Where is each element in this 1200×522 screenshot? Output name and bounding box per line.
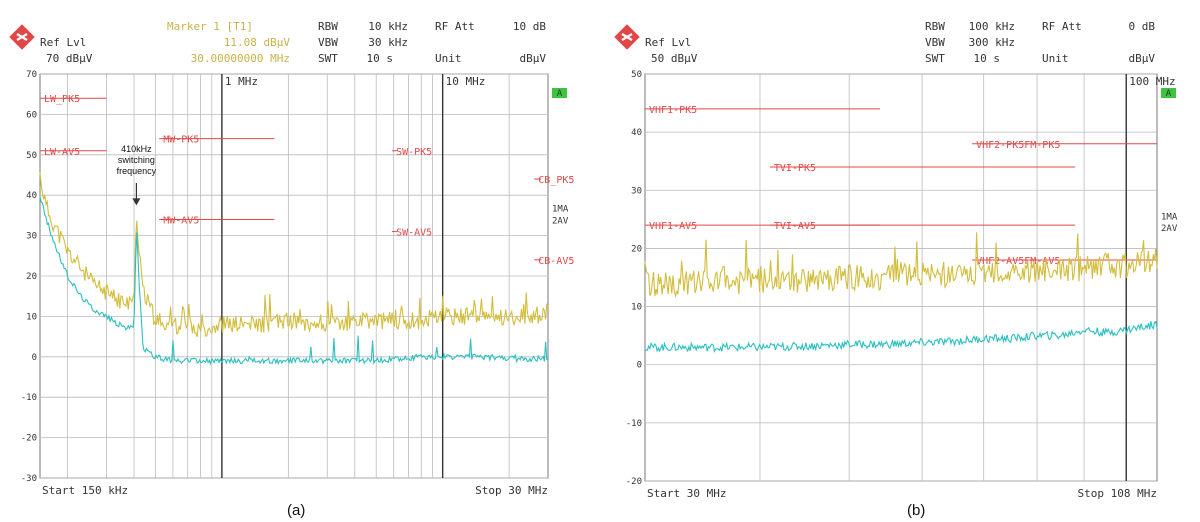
rbw-label: RBW xyxy=(318,20,338,33)
stop-frequency-label: Stop 30 MHz xyxy=(475,484,548,497)
y-tick-label: -20 xyxy=(626,477,642,487)
rohde-schwarz-logo-icon xyxy=(9,24,35,50)
y-tick-label: 50 xyxy=(631,70,642,80)
y-tick-label: 60 xyxy=(26,110,37,120)
rf-att-value: 0 dB xyxy=(1129,20,1156,33)
unit-label: Unit xyxy=(1042,52,1069,65)
logo-mark xyxy=(621,33,633,41)
limit-line-label: MW-PK5 xyxy=(163,135,199,146)
swt-label: SWT xyxy=(318,52,338,65)
rbw-value: 10 kHz xyxy=(368,20,408,33)
y-tick-label: 40 xyxy=(631,128,642,138)
trace-label-2av: 2AV xyxy=(552,216,569,226)
rbw-value: 100 kHz xyxy=(969,20,1015,33)
trace-1ma xyxy=(39,172,549,337)
grid xyxy=(644,73,1158,482)
y-tick-label: 30 xyxy=(631,186,642,196)
y-tick-label: -10 xyxy=(21,393,37,403)
y-tick-label: 0 xyxy=(637,361,642,371)
spectrum-chart-a: Ref Lvl 70 dBµV Marker 1 [T1] 11.08 dBµV 30.… xyxy=(9,20,574,497)
trace-label-1ma: 1MA xyxy=(1161,212,1178,222)
ref-level-value: 70 dBµV xyxy=(46,52,93,65)
y-tick-label: 20 xyxy=(631,244,642,254)
rbw-label: RBW xyxy=(925,20,945,33)
limit-line-label: MW-AV5 xyxy=(163,215,199,226)
start-frequency-label: Start 150 kHz xyxy=(42,484,128,497)
rohde-schwarz-logo-icon xyxy=(614,24,640,50)
caption-b: (b) xyxy=(907,502,926,519)
limit-line-label: VHF2-AV5FM-AV5 xyxy=(976,256,1060,267)
marker-level: 11.08 dBµV xyxy=(224,36,291,49)
spectrum-chart-b: Ref Lvl 50 dBµV RBW VBW SWT 100 kHz 300 kHz 10 … xyxy=(614,20,1178,500)
y-tick-label: -10 xyxy=(626,419,642,429)
caption-a: (a) xyxy=(287,502,306,519)
vbw-value: 30 kHz xyxy=(368,36,408,49)
y-tick-label: -20 xyxy=(21,434,37,444)
ref-level-label: Ref Lvl xyxy=(645,36,691,49)
limit-line-label: LW-AV5 xyxy=(44,147,80,158)
limit-line-label: CB_PK5 xyxy=(538,175,574,186)
unit-label: Unit xyxy=(435,52,462,65)
decade-label: 1 MHz xyxy=(225,75,258,88)
unit-value: dBµV xyxy=(520,52,547,65)
limit-line-label: TVI-PK5 xyxy=(774,163,816,174)
rf-att-value: 10 dB xyxy=(513,20,546,33)
swt-value: 10 s xyxy=(974,52,1001,65)
trace-2av xyxy=(39,196,548,366)
y-tick-label: 0 xyxy=(32,353,37,363)
y-tick-label: 40 xyxy=(26,191,37,201)
rf-att-label: RF Att xyxy=(435,20,475,33)
start-frequency-label: Start 30 MHz xyxy=(647,487,726,500)
annotation-text: switching xyxy=(118,155,155,165)
decade-label: 100 MHz xyxy=(1129,75,1175,88)
rf-att-label: RF Att xyxy=(1042,20,1082,33)
ref-level-label: Ref Lvl xyxy=(40,36,86,49)
status-tag-icon xyxy=(1161,88,1176,98)
y-tick-label: 10 xyxy=(26,312,37,322)
limit-lines: LW_PK5 LW-AV5 MW-PK5 MW-AV5 SW-PK5 SW-AV5 CB_P… xyxy=(40,94,574,267)
trace-2av xyxy=(644,320,1158,353)
plot-area xyxy=(644,73,1158,482)
ref-level-value: 50 dBµV xyxy=(651,52,698,65)
marker-title: Marker 1 [T1] xyxy=(167,20,253,33)
y-tick-label: 50 xyxy=(26,151,37,161)
limit-line-label: VHF1-AV5 xyxy=(649,221,697,232)
panel-b: Ref Lvl 50 dBµV RBW VBW SWT 100 kHz 300 kHz 10 … xyxy=(605,0,1200,522)
grid xyxy=(39,73,549,479)
limit-line-label: LW_PK5 xyxy=(44,94,80,105)
status-tag-label: A xyxy=(1166,89,1172,99)
annotation-arrow-icon xyxy=(132,198,141,206)
swt-value: 10 s xyxy=(367,52,394,65)
decade-label: 10 MHz xyxy=(446,75,486,88)
y-tick-label: 70 xyxy=(26,70,37,80)
y-tick-label: 10 xyxy=(631,303,642,313)
panel-a: Ref Lvl 70 dBµV Marker 1 [T1] 11.08 dBµV 30.… xyxy=(9,20,574,519)
trace-1ma xyxy=(644,232,1158,298)
limit-line-label: TVI-AV5 xyxy=(774,221,816,232)
limit-line-label: VHF1-PK5 xyxy=(649,105,697,116)
limit-lines: VHF1-PK5 VHF1-AV5 TVI-PK5 TVI-AV5 VHF2-PK5FM… xyxy=(645,105,1157,267)
trace-label-1ma: 1MA xyxy=(552,204,569,214)
status-tag-icon xyxy=(552,88,567,98)
vbw-label: VBW xyxy=(925,36,945,49)
y-tick-label: 30 xyxy=(26,232,37,242)
trace-label-2av: 2AV xyxy=(1161,224,1178,234)
y-tick-label: -30 xyxy=(21,474,37,484)
annotation-text: frequency xyxy=(117,166,157,176)
vbw-label: VBW xyxy=(318,36,338,49)
logo-mark xyxy=(16,33,28,41)
limit-line-label: SW-AV5 xyxy=(396,228,432,239)
limit-line-label: CB-AV5 xyxy=(538,256,574,267)
annotation-text: 410kHz xyxy=(121,144,152,154)
marker-frequency: 30.00000000 MHz xyxy=(191,52,290,65)
vbw-value: 300 kHz xyxy=(969,36,1015,49)
unit-value: dBµV xyxy=(1129,52,1156,65)
status-tag-label: A xyxy=(557,89,563,99)
y-tick-label: 20 xyxy=(26,272,37,282)
swt-label: SWT xyxy=(925,52,945,65)
limit-line-label: SW-PK5 xyxy=(396,147,432,158)
limit-line-label: VHF2-PK5FM-PK5 xyxy=(976,140,1060,151)
stop-frequency-label: Stop 108 MHz xyxy=(1078,487,1157,500)
